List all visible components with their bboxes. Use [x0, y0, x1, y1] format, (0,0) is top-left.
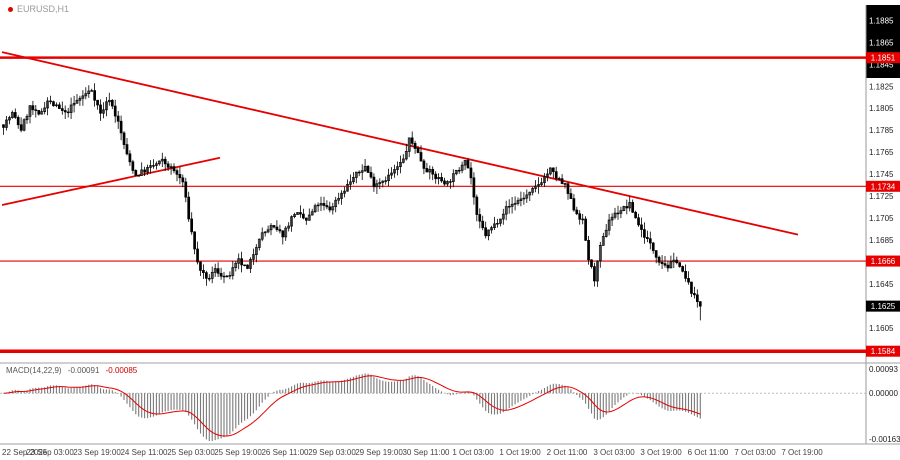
- time-axis-label: 7 Oct 19:00: [781, 448, 823, 457]
- time-axis-label: 7 Oct 03:00: [734, 448, 776, 457]
- macd-main-value: -0.00091: [67, 366, 100, 375]
- time-axis-label: 29 Sep 19:00: [355, 448, 403, 457]
- macd-name: MACD(14,22,9): [6, 366, 62, 375]
- symbol-label: EURUSD,H1: [8, 4, 69, 14]
- time-axis-label: 1 Oct 19:00: [499, 448, 541, 457]
- macd-panel: 0.00093 0.00000 -0.00163: [0, 365, 900, 444]
- price-badges: 1.1851 1.1734 1.1666 1.1584 1.1625: [866, 52, 900, 357]
- macd-axis-label: -0.00163: [869, 435, 900, 444]
- time-axis-label: 3 Oct 03:00: [593, 448, 635, 457]
- price-tick-label: 1.1865: [869, 38, 894, 47]
- current-price-badge: 1.1625: [866, 300, 900, 312]
- price-tick-label: 1.1805: [869, 104, 894, 113]
- time-axis-label: 1 Oct 03:00: [452, 448, 494, 457]
- time-axis-label: 23 Sep 03:00: [26, 448, 74, 457]
- price-tick-label: 1.1725: [869, 192, 894, 201]
- macd-axis-label: 0.00093: [869, 365, 898, 374]
- candles-layer: [2, 83, 702, 321]
- price-level-badge-1.1666: 1.1666: [866, 255, 900, 267]
- price-axis[interactable]: 1.1885 1.1865 1.1845 1.1825 1.1805 1.1785 1.17…: [865, 5, 900, 444]
- symbol-text: EURUSD,H1: [17, 4, 70, 14]
- price-tick-label: 1.1745: [869, 170, 894, 179]
- price-level-badge-1.1734: 1.1734: [866, 180, 900, 192]
- time-axis-label: 30 Sep 11:00: [402, 448, 450, 457]
- time-axis-label: 25 Sep 03:00: [167, 448, 215, 457]
- trendlines[interactable]: [1, 51, 799, 236]
- macd-indicator-label: MACD(14,22,9) -0.00091 -0.00085: [6, 366, 137, 375]
- level-lines[interactable]: [0, 56, 866, 353]
- time-axis-label: 2 Oct 11:00: [547, 448, 588, 457]
- time-axis-label: 6 Oct 11:00: [688, 448, 729, 457]
- time-axis-label: 25 Sep 19:00: [214, 448, 262, 457]
- macd-axis-label: 0.00000: [869, 389, 898, 398]
- macd-histogram: [5, 373, 701, 441]
- price-tick-label: 1.1645: [869, 280, 894, 289]
- time-axis-label: 23 Sep 19:00: [73, 448, 121, 457]
- price-tick-label: 1.1705: [869, 214, 894, 223]
- panel-separators: [0, 362, 900, 445]
- svg-text:1.1584: 1.1584: [871, 347, 896, 356]
- price-tick-label: 1.1685: [869, 236, 894, 245]
- price-tick-label: 1.1765: [869, 148, 894, 157]
- macd-signal-line: [3, 375, 701, 437]
- symbol-bullet-icon: [8, 6, 13, 12]
- time-axis-label: 24 Sep 11:00: [120, 448, 168, 457]
- time-axis-label: 29 Sep 03:00: [308, 448, 356, 457]
- macd-signal-value: -0.00085: [105, 366, 138, 375]
- ascending-trendline[interactable]: [1, 156, 221, 206]
- price-level-badge-1.1851: 1.1851: [866, 52, 900, 64]
- svg-text:1.1666: 1.1666: [871, 257, 896, 266]
- time-axis-label: 26 Sep 11:00: [261, 448, 309, 457]
- time-axis-label: 3 Oct 19:00: [640, 448, 682, 457]
- price-tick-label: 1.1885: [869, 16, 894, 25]
- price-tick-label: 1.1845: [869, 60, 894, 69]
- price-tick-label: 1.1785: [869, 126, 894, 135]
- time-axis-label: 22 Sep 2025: [2, 448, 48, 457]
- descending-trendline[interactable]: [1, 51, 799, 236]
- svg-text:1.1625: 1.1625: [871, 302, 896, 311]
- svg-text:1.1851: 1.1851: [871, 54, 896, 63]
- price-tick-label: 1.1605: [869, 324, 894, 333]
- svg-text:1.1734: 1.1734: [871, 182, 896, 191]
- price-tick-label: 1.1825: [869, 82, 894, 91]
- price-level-badge-1.1584: 1.1584: [866, 345, 900, 357]
